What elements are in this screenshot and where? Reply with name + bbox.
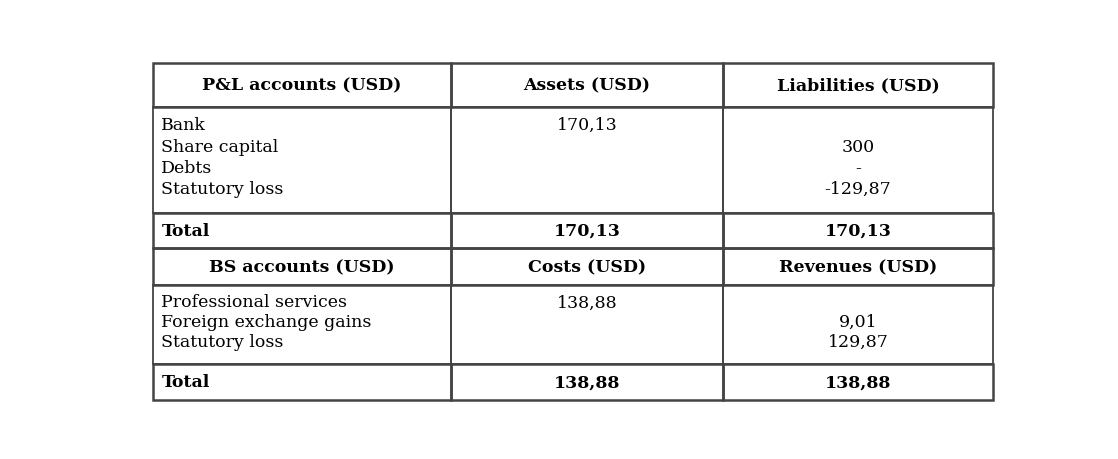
Text: 138,88: 138,88 [825,374,891,391]
Text: 129,87: 129,87 [827,333,889,350]
Text: BS accounts (USD): BS accounts (USD) [209,258,395,275]
Text: 138,88: 138,88 [553,374,620,391]
Text: -129,87: -129,87 [824,180,891,197]
Bar [722,249,993,285]
Bar [153,364,451,400]
Bar [451,107,722,213]
Text: -: - [855,159,861,176]
Bar [722,285,993,364]
Text: Total: Total [161,223,210,240]
Bar [153,213,451,249]
Bar [153,64,451,107]
Text: Assets (USD): Assets (USD) [523,77,651,94]
Bar [153,107,451,213]
Text: Share capital: Share capital [161,138,278,155]
Text: 300: 300 [842,138,874,155]
Text: Revenues (USD): Revenues (USD) [779,258,937,275]
Text: 170,13: 170,13 [824,223,891,240]
Bar [451,285,722,364]
Bar [722,64,993,107]
Bar [722,107,993,213]
Text: Debts: Debts [161,159,212,176]
Text: Statutory loss: Statutory loss [161,180,284,197]
Bar [451,64,722,107]
Bar [722,364,993,400]
Bar [451,213,722,249]
Text: 170,13: 170,13 [553,223,620,240]
Bar [451,364,722,400]
Text: Professional services: Professional services [161,294,348,311]
Bar [722,213,993,249]
Text: 138,88: 138,88 [557,294,617,311]
Bar [153,249,451,285]
Bar [451,249,722,285]
Text: Foreign exchange gains: Foreign exchange gains [161,313,372,330]
Text: Total: Total [161,374,210,391]
Text: Liabilities (USD): Liabilities (USD) [777,77,939,94]
Text: Statutory loss: Statutory loss [161,333,284,350]
Text: Bank: Bank [161,117,207,134]
Text: 9,01: 9,01 [838,313,878,330]
Text: 170,13: 170,13 [557,117,617,134]
Text: Costs (USD): Costs (USD) [528,258,646,275]
Text: P&L accounts (USD): P&L accounts (USD) [202,77,401,94]
Bar [153,285,451,364]
